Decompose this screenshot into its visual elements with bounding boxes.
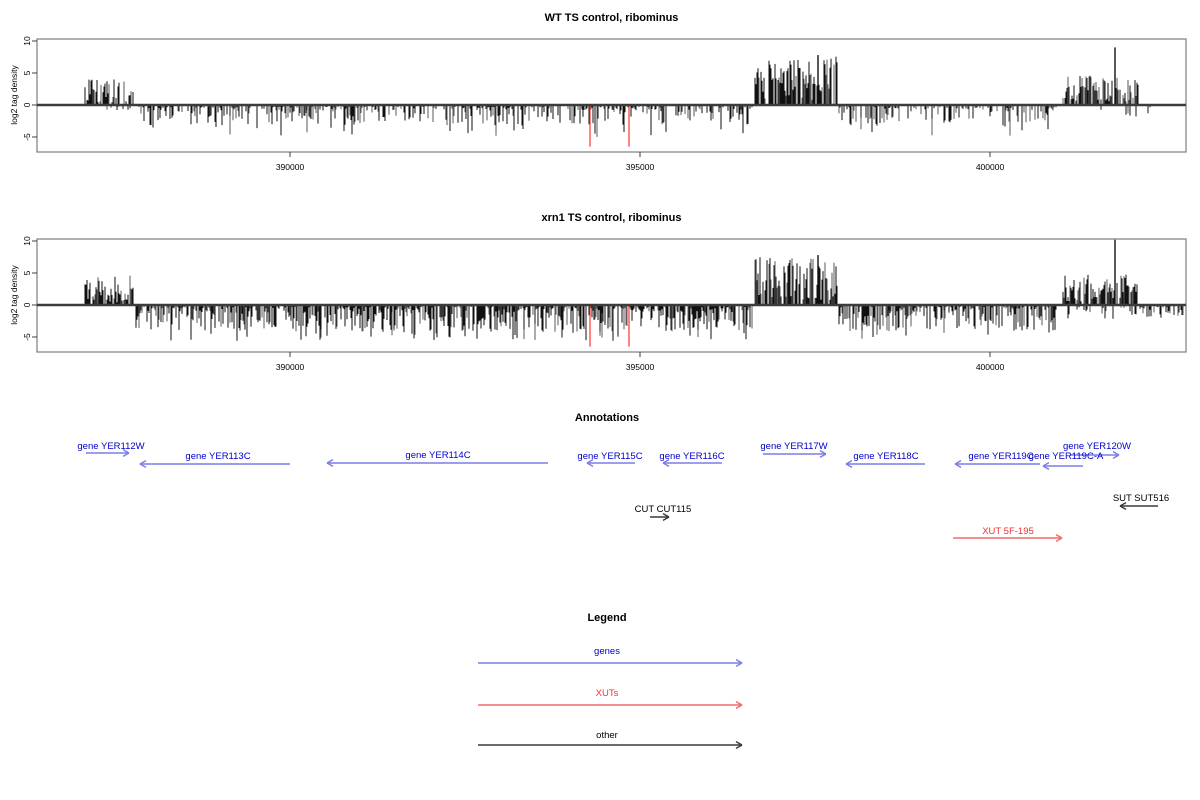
x-tick-label: 400000 [975, 162, 1005, 172]
plot2-title: xrn1 TS control, ribominus [541, 212, 682, 224]
x-tick-label: 400000 [975, 362, 1005, 372]
x-tick-label: 395000 [625, 162, 655, 172]
y-tick-label: 0 [22, 102, 32, 108]
annotation-gene-yer116c-arrow-head [662, 462, 670, 468]
annotation-gene-yer119c-arrow-head [954, 459, 962, 465]
annotation-gene-yer118c-arrow-head [845, 459, 853, 465]
annotation-gene-yer114c-arrow-head [326, 458, 334, 464]
annotation-gene-yer119c-a-label: gene YER119C-A [1028, 451, 1104, 462]
density-bars-gray-0 [92, 59, 1137, 137]
legend-genes-arrow-head [735, 662, 743, 668]
plot-box-0 [36, 38, 1187, 153]
x-tick-label: 395000 [625, 362, 655, 372]
annotation-gene-yer118c-label: gene YER118C [853, 451, 919, 462]
plot1-title: WT TS control, ribominus [544, 12, 679, 24]
y-tick-label: -5 [22, 133, 32, 141]
annotation-gene-yer117w-arrow-head [819, 453, 827, 459]
legend-other-arrow-head [735, 744, 743, 750]
density-bars-gray-1 [94, 258, 1184, 340]
annotation-gene-yer116c-arrow-head [662, 458, 670, 464]
legend-other-label: other [596, 730, 618, 741]
legend-xuts-arrow-head [735, 704, 743, 710]
plot2-ylabel: log2 tag density [9, 265, 19, 325]
annotation-gene-yer120w-arrow-head [1112, 450, 1120, 456]
annotation-gene-yer117w-label: gene YER117W [760, 441, 828, 452]
legend-genes-arrow-head [735, 658, 743, 664]
annotation-sut-sut516-label: SUT SUT516 [1112, 493, 1170, 504]
annotation-gene-yer113c-label: gene YER113C [185, 451, 251, 462]
x-tick-label: 390000 [275, 162, 305, 172]
legend-xuts-arrow-head [735, 700, 743, 706]
annotation-gene-yer117w-arrow-head [819, 449, 827, 455]
annotation-gene-yer113c-arrow-head [139, 463, 147, 469]
annotation-sut-sut516-arrow-head [1119, 505, 1127, 511]
annotation-gene-yer120w-label: gene YER120W [1063, 441, 1131, 452]
y-tick-label: 0 [22, 302, 32, 308]
annotation-gene-yer113c-arrow-head [139, 459, 147, 465]
y-tick-label: -5 [22, 333, 32, 341]
annotation-xut-5f-195-arrow-head [1055, 533, 1063, 539]
annotation-gene-yer119c-label: gene YER119C [968, 451, 1034, 462]
annotation-cut-cut115-arrow-head [662, 512, 670, 518]
density-bars-0 [84, 56, 1151, 136]
y-tick-label: 5 [22, 70, 32, 76]
annotation-gene-yer114c-arrow-head [326, 462, 334, 468]
annotation-gene-yer119c-arrow-head [954, 463, 962, 469]
annotation-gene-yer112w-arrow-head [122, 452, 130, 458]
annotation-gene-yer116c-label: gene YER116C [659, 451, 725, 462]
annotation-gene-yer119c-a-arrow-head [1042, 465, 1050, 471]
plot1-ylabel: log2 tag density [9, 65, 19, 125]
annotation-gene-yer114c-label: gene YER114C [405, 450, 471, 461]
y-tick-label: 10 [22, 36, 32, 46]
y-tick-label: 10 [22, 236, 32, 246]
annotation-gene-yer118c-arrow-head [845, 463, 853, 469]
annotation-cut-cut115-label: CUT CUT115 [634, 504, 692, 515]
annotation-gene-yer112w-arrow-head [122, 448, 130, 454]
legend-genes-label: genes [594, 646, 620, 657]
legend-xuts-label: XUTs [595, 688, 619, 699]
annotation-xut-5f-195-arrow-head [1055, 537, 1063, 543]
annotation-gene-yer112w-label: gene YER112W [77, 441, 145, 452]
legend-other-arrow-head [735, 740, 743, 746]
plot-box-1 [36, 238, 1187, 353]
density-bars-1 [84, 257, 1183, 341]
y-tick-label: 5 [22, 270, 32, 276]
annotation-xut-5f-195-label: XUT 5F-195 [982, 526, 1034, 537]
x-tick-label: 390000 [275, 362, 305, 372]
annotation-gene-yer115c-arrow-head [586, 462, 594, 468]
annotations-title: Annotations [574, 412, 640, 424]
annotation-sut-sut516-arrow-head [1119, 501, 1127, 507]
annotation-cut-cut115-arrow-head [662, 516, 670, 522]
annotation-gene-yer115c-label: gene YER115C [577, 451, 643, 462]
annotation-gene-yer120w-arrow-head [1112, 454, 1120, 460]
legend-title: Legend [587, 612, 627, 624]
annotation-gene-yer119c-a-arrow-head [1042, 461, 1050, 467]
annotation-gene-yer115c-arrow-head [586, 458, 594, 464]
